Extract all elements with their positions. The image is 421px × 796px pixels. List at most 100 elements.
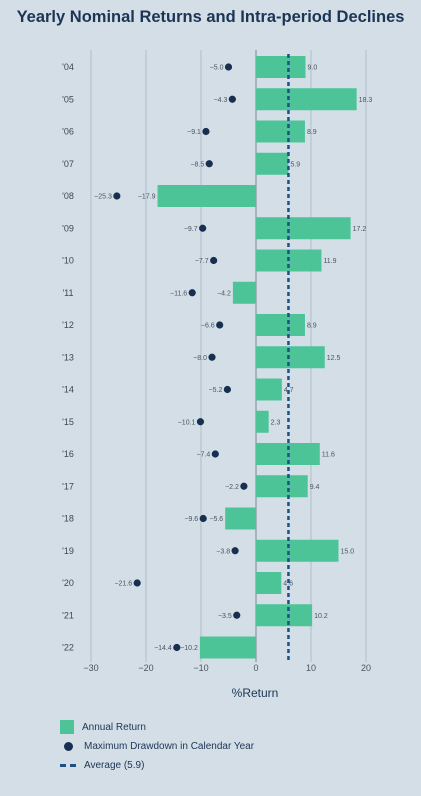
category-label: '14 bbox=[62, 385, 74, 395]
annual-return-label: 9.4 bbox=[310, 484, 320, 491]
legend-label-average: Average (5.9) bbox=[84, 759, 145, 771]
drawdown-dot bbox=[196, 418, 205, 426]
category-label: '08 bbox=[62, 191, 74, 201]
drawdown-label: −8.0 bbox=[193, 355, 207, 362]
drawdown-dot bbox=[113, 192, 121, 200]
drawdown-label: −10.1 bbox=[178, 419, 196, 426]
drawdown-dot bbox=[208, 353, 216, 361]
drawdown-label: −9.7 bbox=[184, 226, 198, 233]
category-label: '06 bbox=[62, 127, 74, 137]
category-label: '21 bbox=[62, 610, 74, 620]
chart-title: Yearly Nominal Returns and Intra-period … bbox=[16, 8, 405, 26]
category-label: '15 bbox=[62, 417, 74, 427]
category-label: '16 bbox=[62, 449, 74, 459]
x-tick-label: 20 bbox=[361, 663, 371, 673]
drawdown-label: −7.7 bbox=[195, 258, 209, 265]
drawdown-dot bbox=[224, 63, 233, 71]
drawdown-dot bbox=[216, 321, 224, 329]
drawdown-dot bbox=[240, 482, 248, 490]
annual-return-bar bbox=[157, 185, 256, 207]
drawdown-dot bbox=[199, 224, 207, 232]
annual-return-label: 11.9 bbox=[323, 258, 336, 265]
annual-return-label: 10.2 bbox=[314, 613, 328, 620]
category-label: '12 bbox=[62, 320, 74, 330]
annual-return-bar bbox=[256, 314, 305, 336]
category-label: '09 bbox=[62, 223, 74, 233]
category-label: '07 bbox=[62, 159, 74, 169]
legend-label-annual-return: Annual Return bbox=[82, 721, 146, 733]
annual-return-bar bbox=[232, 281, 256, 304]
annual-return-label: 8.9 bbox=[307, 323, 317, 330]
category-label: '11 bbox=[62, 288, 73, 298]
annual-return-bar bbox=[225, 507, 256, 530]
legend-item-max-drawdown: Maximum Drawdown in Calendar Year bbox=[60, 738, 254, 754]
annual-return-label: −17.9 bbox=[138, 194, 156, 201]
annual-return-bar bbox=[256, 378, 282, 401]
drawdown-label: −25.3 bbox=[94, 194, 112, 201]
annual-return-label: 4.6 bbox=[283, 581, 293, 588]
legend-bar-swatch bbox=[60, 720, 74, 734]
annual-return-bar bbox=[256, 604, 313, 627]
annual-return-label: 9.0 bbox=[308, 65, 318, 72]
drawdown-label: −6.6 bbox=[201, 323, 215, 330]
annual-return-label: 12.5 bbox=[327, 355, 341, 362]
drawdown-label: −2.2 bbox=[225, 484, 239, 491]
x-tick-label: −10 bbox=[193, 663, 208, 673]
drawdown-dot bbox=[202, 127, 210, 136]
category-label: '20 bbox=[62, 578, 74, 588]
category-label: '17 bbox=[62, 481, 74, 491]
annual-return-bar bbox=[256, 152, 289, 175]
drawdown-label: −3.5 bbox=[218, 613, 232, 620]
drawdown-dot bbox=[231, 547, 239, 555]
annual-return-label: −10.2 bbox=[180, 645, 198, 652]
drawdown-label: −8.5 bbox=[190, 161, 204, 168]
x-tick-label: 0 bbox=[253, 663, 258, 673]
drawdown-dot bbox=[233, 611, 241, 619]
annual-return-label: 2.3 bbox=[271, 419, 281, 426]
legend-dot-swatch bbox=[60, 739, 76, 753]
drawdown-dot bbox=[173, 643, 181, 652]
annual-return-label: 11.6 bbox=[322, 452, 335, 459]
drawdown-dot bbox=[211, 450, 219, 458]
drawdown-label: −7.4 bbox=[196, 452, 210, 459]
annual-return-bar bbox=[256, 56, 306, 78]
annual-return-bar bbox=[256, 475, 308, 498]
annual-return-label: −4.2 bbox=[217, 290, 231, 297]
drawdown-label: −21.6 bbox=[114, 581, 132, 588]
annual-return-label: 15.0 bbox=[341, 548, 355, 555]
legend-label-max-drawdown: Maximum Drawdown in Calendar Year bbox=[84, 740, 255, 752]
category-label: '05 bbox=[62, 94, 74, 104]
annual-return-bar bbox=[256, 410, 269, 433]
annual-return-label: 17.2 bbox=[353, 226, 367, 233]
annual-return-label: 5.9 bbox=[290, 161, 300, 168]
x-axis-label: %Return bbox=[231, 686, 279, 700]
drawdown-dot bbox=[205, 160, 213, 168]
category-label: '19 bbox=[62, 546, 74, 556]
category-label: '18 bbox=[62, 514, 74, 524]
drawdown-label: −5.0 bbox=[210, 65, 224, 72]
drawdown-dot bbox=[199, 514, 207, 523]
legend-dash-swatch bbox=[60, 758, 76, 772]
annual-return-bar bbox=[199, 636, 256, 659]
annual-return-bar bbox=[256, 572, 282, 594]
x-tick-label: 10 bbox=[306, 663, 316, 673]
x-tick-label: −30 bbox=[83, 663, 98, 673]
drawdown-label: −4.3 bbox=[214, 97, 228, 104]
drawdown-dot bbox=[228, 95, 236, 103]
category-label: '22 bbox=[62, 643, 74, 653]
annual-return-bar bbox=[256, 88, 357, 111]
annual-return-label: 8.9 bbox=[307, 129, 317, 136]
legend-item-annual-return: Annual Return bbox=[60, 719, 146, 735]
annual-return-bar bbox=[256, 217, 351, 240]
annual-return-label: −5.6 bbox=[209, 516, 223, 523]
legend-item-average: Average (5.9) bbox=[60, 757, 144, 773]
x-tick-label: −20 bbox=[138, 663, 153, 673]
drawdown-label: −11.6 bbox=[170, 290, 187, 297]
drawdown-label: −9.6 bbox=[184, 516, 198, 523]
drawdown-label: −3.8 bbox=[216, 548, 230, 555]
drawdown-dot bbox=[188, 289, 196, 297]
annual-return-bar bbox=[256, 120, 305, 143]
drawdown-dot bbox=[223, 385, 231, 394]
category-label: '04 bbox=[62, 62, 74, 72]
